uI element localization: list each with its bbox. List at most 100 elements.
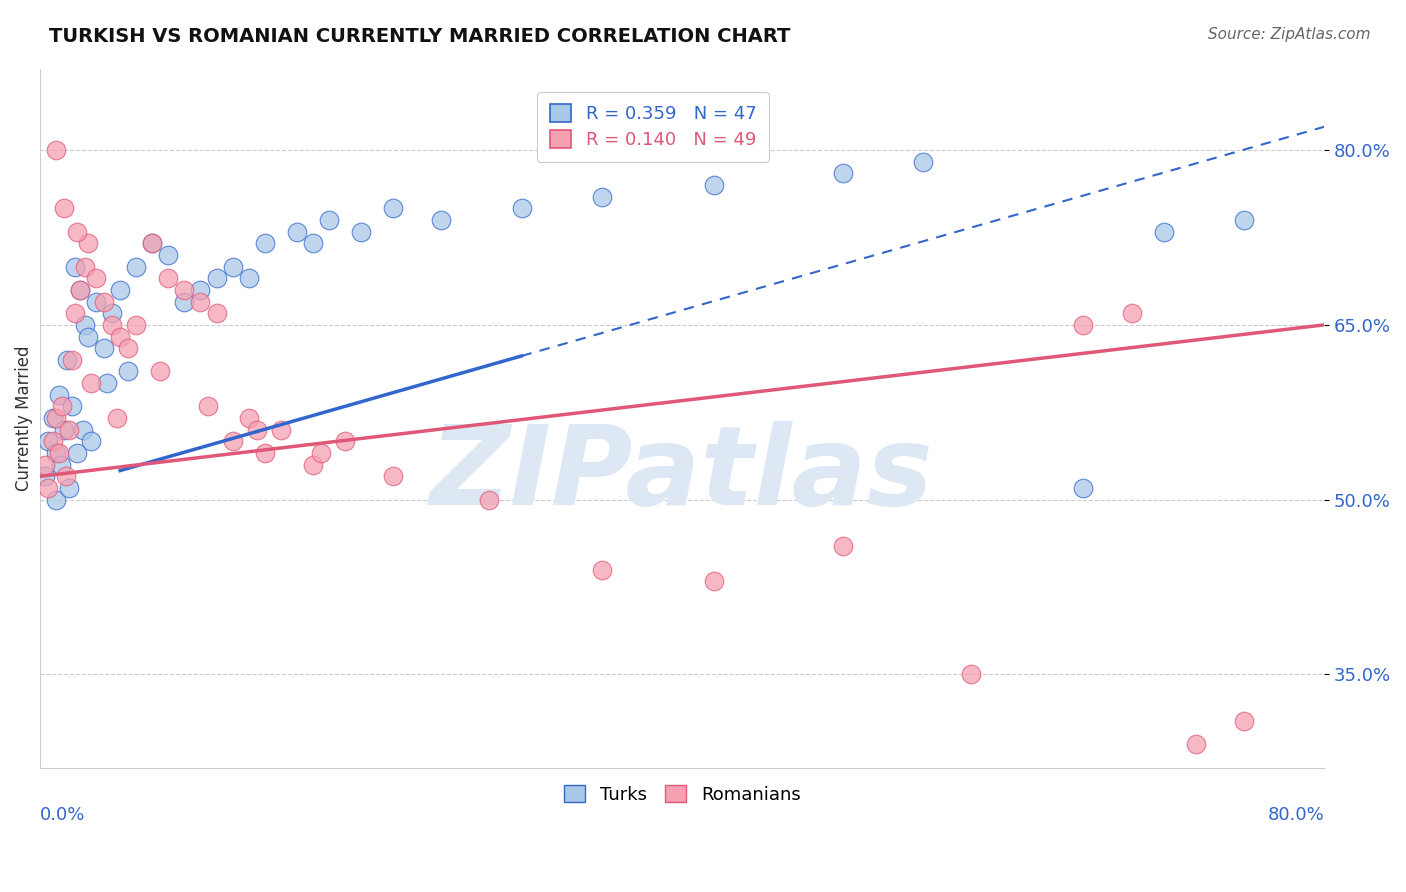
Point — [510, 202, 533, 216]
Point — [84, 271, 107, 285]
Point — [77, 329, 100, 343]
Point — [1233, 213, 1256, 227]
Point — [73, 260, 96, 274]
Point — [309, 446, 332, 460]
Text: 80.0%: 80.0% — [1267, 806, 1324, 824]
Point — [197, 400, 219, 414]
Point — [80, 434, 103, 449]
Point — [101, 306, 124, 320]
Point — [55, 469, 77, 483]
Point — [333, 434, 356, 449]
Point — [45, 446, 67, 460]
Point — [205, 306, 228, 320]
Point — [65, 260, 87, 274]
Point — [221, 434, 243, 449]
Point — [42, 434, 65, 449]
Point — [253, 446, 276, 460]
Point — [1073, 318, 1095, 332]
Point — [285, 225, 308, 239]
Point — [911, 154, 934, 169]
Point — [56, 352, 79, 367]
Point — [58, 481, 80, 495]
Point — [1121, 306, 1143, 320]
Point — [105, 411, 128, 425]
Point — [73, 318, 96, 332]
Point — [34, 469, 56, 483]
Point — [382, 469, 405, 483]
Point — [1184, 738, 1206, 752]
Point — [302, 236, 325, 251]
Point — [205, 271, 228, 285]
Point — [270, 423, 292, 437]
Text: Source: ZipAtlas.com: Source: ZipAtlas.com — [1208, 27, 1371, 42]
Point — [34, 458, 56, 472]
Point — [66, 225, 89, 239]
Point — [93, 294, 115, 309]
Point — [703, 178, 725, 192]
Point — [430, 213, 453, 227]
Point — [37, 481, 59, 495]
Point — [831, 166, 853, 180]
Point — [77, 236, 100, 251]
Legend: Turks, Romanians: Turks, Romanians — [557, 778, 808, 811]
Text: ZIPatlas: ZIPatlas — [430, 420, 934, 527]
Point — [190, 294, 212, 309]
Point — [302, 458, 325, 472]
Point — [108, 283, 131, 297]
Point — [69, 283, 91, 297]
Point — [318, 213, 340, 227]
Point — [591, 563, 613, 577]
Point — [246, 423, 269, 437]
Y-axis label: Currently Married: Currently Married — [15, 345, 32, 491]
Point — [96, 376, 118, 391]
Point — [221, 260, 243, 274]
Point — [51, 400, 73, 414]
Point — [190, 283, 212, 297]
Point — [960, 667, 983, 681]
Point — [60, 400, 83, 414]
Point — [141, 236, 163, 251]
Point — [125, 260, 148, 274]
Point — [37, 434, 59, 449]
Point — [49, 458, 72, 472]
Point — [66, 446, 89, 460]
Point — [42, 411, 65, 425]
Point — [69, 283, 91, 297]
Point — [350, 225, 373, 239]
Point — [80, 376, 103, 391]
Point — [45, 143, 67, 157]
Point — [53, 423, 76, 437]
Point — [58, 423, 80, 437]
Point — [238, 411, 260, 425]
Point — [157, 248, 180, 262]
Point — [45, 411, 67, 425]
Point — [141, 236, 163, 251]
Point — [382, 202, 405, 216]
Point — [53, 202, 76, 216]
Point — [831, 539, 853, 553]
Point — [238, 271, 260, 285]
Point — [173, 294, 195, 309]
Point — [149, 364, 172, 378]
Point — [45, 492, 67, 507]
Point — [108, 329, 131, 343]
Point — [1233, 714, 1256, 728]
Point — [125, 318, 148, 332]
Point — [72, 423, 94, 437]
Point — [478, 492, 501, 507]
Point — [48, 446, 70, 460]
Point — [117, 364, 139, 378]
Point — [101, 318, 124, 332]
Point — [65, 306, 87, 320]
Point — [93, 341, 115, 355]
Point — [117, 341, 139, 355]
Point — [1073, 481, 1095, 495]
Point — [591, 190, 613, 204]
Text: 0.0%: 0.0% — [39, 806, 86, 824]
Point — [157, 271, 180, 285]
Point — [173, 283, 195, 297]
Point — [84, 294, 107, 309]
Point — [1153, 225, 1175, 239]
Point — [703, 574, 725, 589]
Point — [253, 236, 276, 251]
